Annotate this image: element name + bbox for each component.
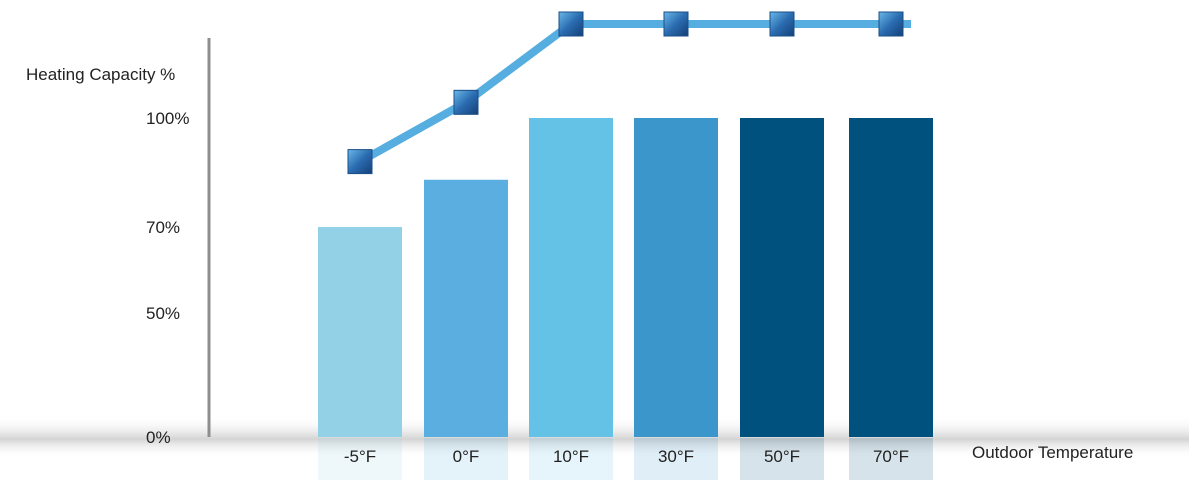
bar-5 xyxy=(849,118,933,437)
line-series-group xyxy=(347,11,911,175)
bar-2 xyxy=(529,118,613,437)
y-tick-labels: 0% 50% 70% 100% xyxy=(146,109,189,447)
bar-reflection-3 xyxy=(634,438,718,480)
y-tick-label: 70% xyxy=(146,218,180,237)
bar-3 xyxy=(634,118,718,437)
line-marker-4 xyxy=(769,11,795,37)
x-tick-label: 70°F xyxy=(873,447,909,466)
bars-group xyxy=(318,118,933,437)
bar-4 xyxy=(740,118,824,437)
line-marker-1 xyxy=(453,89,479,115)
bar-0 xyxy=(318,227,402,437)
bar-reflection-4 xyxy=(740,438,824,480)
line-marker-5 xyxy=(878,11,904,37)
bar-reflections xyxy=(318,438,933,480)
bar-reflection-5 xyxy=(849,438,933,480)
x-axis-title: Outdoor Temperature xyxy=(972,443,1133,462)
y-tick-label: 50% xyxy=(146,304,180,323)
y-axis-title: Heating Capacity % xyxy=(26,65,175,84)
y-tick-label: 0% xyxy=(146,428,171,447)
bar-reflection-0 xyxy=(318,438,402,480)
x-tick-label: 30°F xyxy=(658,447,694,466)
x-tick-label: -5°F xyxy=(344,447,376,466)
x-tick-label: 10°F xyxy=(553,447,589,466)
bar-reflection-2 xyxy=(529,438,613,480)
x-tick-label: 0°F xyxy=(453,447,480,466)
bar-reflection-1 xyxy=(424,438,508,480)
x-tick-label: 50°F xyxy=(764,447,800,466)
line-marker-2 xyxy=(558,11,584,37)
bar-1 xyxy=(424,179,508,437)
line-marker-0 xyxy=(347,149,373,175)
x-tick-labels: -5°F 0°F 10°F 30°F 50°F 70°F xyxy=(344,447,909,466)
line-marker-3 xyxy=(663,11,689,37)
y-tick-label: 100% xyxy=(146,109,189,128)
